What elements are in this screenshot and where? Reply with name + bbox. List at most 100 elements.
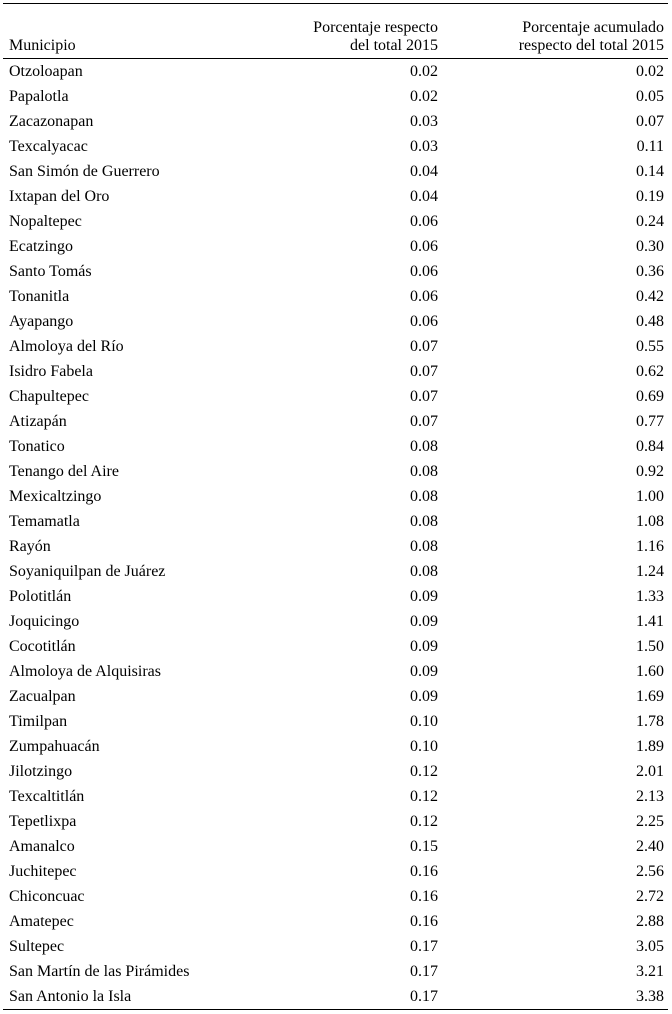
- value-cell: 0.30: [636, 238, 664, 255]
- municipality-cell: Atizapán: [9, 413, 67, 430]
- table-body: Otzoloapan 0.02 0.02 Papalotla 0.02 0.05 Zacaz…: [3, 59, 668, 1010]
- municipality-cell: Ecatzingo: [9, 238, 73, 255]
- table-row: Soyaniquilpan de Juárez 0.08 1.24: [3, 559, 668, 584]
- header-text: del total 2015: [350, 37, 438, 54]
- value-cell: 0.07: [410, 363, 438, 380]
- municipality-cell: Isidro Fabela: [9, 363, 93, 380]
- municipality-cell: Temamatla: [9, 513, 80, 530]
- table-row: Amanalco 0.15 2.40: [3, 834, 668, 859]
- value-cell: 3.38: [636, 988, 664, 1005]
- value-cell: 0.07: [410, 388, 438, 405]
- value-cell: 0.09: [410, 613, 438, 630]
- municipality-cell: Almoloya de Alquisiras: [9, 663, 161, 680]
- value-cell: 0.05: [636, 88, 664, 105]
- value-cell: 1.16: [636, 538, 664, 555]
- municipality-cell: Zumpahuacán: [9, 738, 100, 755]
- value-cell: 3.05: [636, 938, 664, 955]
- value-cell: 0.12: [410, 788, 438, 805]
- table-row: Tepetlixpa 0.12 2.25: [3, 809, 668, 834]
- value-cell: 0.36: [636, 263, 664, 280]
- municipality-cell: Juchitepec: [9, 863, 77, 880]
- value-cell: 0.17: [410, 963, 438, 980]
- table-row: San Antonio la Isla 0.17 3.38: [3, 984, 668, 1010]
- table-row: Cocotitlán 0.09 1.50: [3, 634, 668, 659]
- value-cell: 0.16: [410, 863, 438, 880]
- header-row: Municipio Porcentaje respecto del total 20…: [3, 4, 668, 59]
- value-cell: 0.07: [410, 338, 438, 355]
- value-cell: 0.03: [410, 113, 438, 130]
- value-cell: 0.04: [410, 188, 438, 205]
- value-cell: 0.06: [410, 213, 438, 230]
- header-cell: Porcentaje acumulado respecto del total 2…: [442, 4, 668, 59]
- table-row: Nopaltepec 0.06 0.24: [3, 209, 668, 234]
- value-cell: 2.13: [636, 788, 664, 805]
- municipality-cell: Tenango del Aire: [9, 463, 119, 480]
- value-cell: 2.72: [636, 888, 664, 905]
- municipality-cell: Cocotitlán: [9, 638, 76, 655]
- municipality-cell: Texcaltitlán: [9, 788, 85, 805]
- table-row: Chiconcuac 0.16 2.72: [3, 884, 668, 909]
- value-cell: 1.69: [636, 688, 664, 705]
- table-row: Tonanitla 0.06 0.42: [3, 284, 668, 309]
- value-cell: 0.02: [410, 63, 438, 80]
- table-row: Joquicingo 0.09 1.41: [3, 609, 668, 634]
- value-cell: 1.33: [636, 588, 664, 605]
- value-cell: 0.08: [410, 488, 438, 505]
- value-cell: 0.04: [410, 163, 438, 180]
- table-row: Tonatico 0.08 0.84: [3, 434, 668, 459]
- value-cell: 0.11: [636, 138, 664, 155]
- value-cell: 0.07: [410, 413, 438, 430]
- value-cell: 0.08: [410, 463, 438, 480]
- header-text: respecto del total 2015: [518, 37, 664, 54]
- table-row: Tenango del Aire 0.08 0.92: [3, 459, 668, 484]
- municipality-cell: Joquicingo: [9, 613, 80, 630]
- municipality-cell: Texcalyacac: [9, 138, 88, 155]
- value-cell: 0.06: [410, 288, 438, 305]
- value-cell: 0.84: [636, 438, 664, 455]
- value-cell: 0.92: [636, 463, 664, 480]
- value-cell: 0.69: [636, 388, 664, 405]
- value-cell: 0.16: [410, 913, 438, 930]
- table-row: Isidro Fabela 0.07 0.62: [3, 359, 668, 384]
- municipality-cell: Mexicaltzingo: [9, 488, 102, 505]
- municipality-cell: Zacualpan: [9, 688, 76, 705]
- value-cell: 0.17: [410, 988, 438, 1005]
- value-cell: 0.09: [410, 663, 438, 680]
- value-cell: 1.24: [636, 563, 664, 580]
- value-cell: 0.08: [410, 513, 438, 530]
- value-cell: 0.10: [410, 713, 438, 730]
- value-cell: 2.25: [636, 813, 664, 830]
- value-cell: 0.06: [410, 238, 438, 255]
- value-cell: 1.50: [636, 638, 664, 655]
- municipality-cell: Chapultepec: [9, 388, 89, 405]
- data-table: Municipio Porcentaje respecto del total 20…: [3, 3, 668, 1010]
- value-cell: 0.17: [410, 938, 438, 955]
- header-text: Porcentaje acumulado: [522, 19, 664, 36]
- table-row: Jilotzingo 0.12 2.01: [3, 759, 668, 784]
- value-cell: 0.08: [410, 438, 438, 455]
- header-cell: Municipio: [3, 4, 234, 59]
- value-cell: 2.88: [636, 913, 664, 930]
- municipality-cell: Rayón: [9, 538, 51, 555]
- value-cell: 0.16: [410, 888, 438, 905]
- value-cell: 0.55: [636, 338, 664, 355]
- table-row: Zacazonapan 0.03 0.07: [3, 109, 668, 134]
- value-cell: 0.06: [410, 313, 438, 330]
- value-cell: 2.56: [636, 863, 664, 880]
- value-cell: 1.41: [636, 613, 664, 630]
- value-cell: 0.07: [636, 113, 664, 130]
- value-cell: 0.15: [410, 838, 438, 855]
- municipality-cell: Tonatico: [9, 438, 65, 455]
- value-cell: 0.09: [410, 588, 438, 605]
- municipality-cell: Zacazonapan: [9, 113, 94, 130]
- value-cell: 0.12: [410, 763, 438, 780]
- value-cell: 0.10: [410, 738, 438, 755]
- municipality-cell: Tepetlixpa: [9, 813, 77, 830]
- municipality-cell: Soyaniquilpan de Juárez: [9, 563, 166, 580]
- municipality-cell: Tonanitla: [9, 288, 70, 305]
- table-container: Municipio Porcentaje respecto del total 20…: [3, 3, 668, 1010]
- value-cell: 1.78: [636, 713, 664, 730]
- table-row: Texcalyacac 0.03 0.11: [3, 134, 668, 159]
- table-row: Juchitepec 0.16 2.56: [3, 859, 668, 884]
